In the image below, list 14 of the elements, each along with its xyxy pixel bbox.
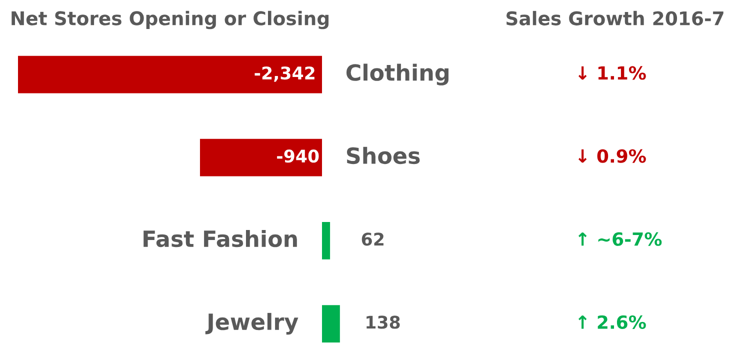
y-tick-label: Shoes [346, 146, 420, 164]
data-label: -940 [277, 150, 319, 163]
y-tick-label: Jewelry [205, 312, 298, 335]
data-label: 62 [362, 232, 384, 246]
data-label: -2,342 [254, 66, 314, 82]
text: ↑ ~6-7% [578, 232, 662, 246]
text: ↓ 1.1% [578, 66, 646, 80]
text: ↓ 0.9% [578, 149, 646, 163]
data-label: 138 [366, 316, 400, 329]
y-tick-label: Fast Fashion [144, 230, 297, 248]
chart-title: Net Stores Opening or Closing [12, 10, 328, 30]
text: Sales Growth 2016-7 [506, 10, 724, 26]
y-tick-label: Clothing [346, 64, 448, 86]
text: ↑ 2.6% [578, 315, 646, 330]
